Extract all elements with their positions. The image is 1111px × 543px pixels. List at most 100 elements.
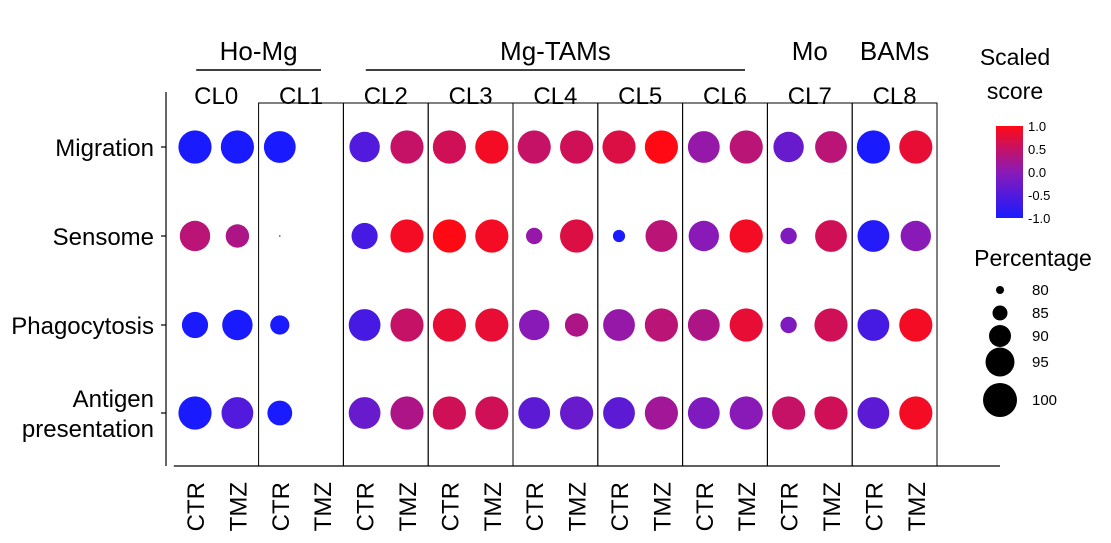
dot-mark — [899, 308, 933, 342]
condition-label: TMZ — [819, 482, 846, 531]
dot-mark — [390, 130, 424, 164]
size-legend-dot — [996, 286, 1004, 294]
dot-mark — [348, 397, 381, 429]
row-label: Migration — [55, 135, 154, 162]
size-legend-dot — [992, 305, 1008, 321]
dot-mark — [899, 396, 933, 430]
size-legend-label: 100 — [1032, 392, 1057, 409]
dot-mark — [225, 224, 250, 248]
dot-mark — [348, 309, 381, 341]
dot-mark — [475, 308, 509, 342]
condition-label: CTR — [268, 482, 295, 531]
condition-label: TMZ — [565, 482, 592, 531]
legend: Scaled score 1.0 0.5 0.0 -0.5 -1.0 Percentage 80… — [974, 44, 1092, 417]
dot-mark — [857, 309, 890, 341]
dot-mark — [518, 397, 551, 429]
dot-mark — [564, 313, 589, 337]
dot-mark — [729, 219, 763, 253]
dot-mark — [603, 309, 635, 341]
dot-mark — [772, 396, 806, 430]
dot-mark — [390, 308, 424, 342]
dot-mark — [688, 220, 719, 252]
dot-mark — [814, 396, 848, 430]
dot-mark — [517, 130, 551, 164]
cluster-label: CL0 — [194, 83, 238, 110]
condition-label: CTR — [183, 482, 210, 531]
size-legend-dot — [983, 383, 1017, 417]
dot-mark — [390, 396, 424, 430]
dot-mark — [560, 396, 594, 430]
dot-mark — [475, 130, 509, 164]
dot-mark — [815, 131, 847, 163]
dot-mark — [178, 396, 212, 430]
dot-mark — [780, 227, 797, 245]
dot-mark — [602, 130, 636, 164]
size-legend-label: 80 — [1032, 282, 1049, 299]
cluster-label: CL2 — [364, 83, 408, 110]
dot-mark — [390, 219, 424, 253]
dot-mark — [815, 220, 847, 252]
cluster-labels: CL0 CL1 CL2 CL3 CL4 CL5 CL6 CL7 CL8 — [194, 83, 916, 110]
color-legend-title: score — [987, 78, 1043, 104]
dot-mark — [432, 130, 466, 164]
dot-mark — [687, 309, 720, 341]
cluster-label: CL8 — [873, 83, 917, 110]
condition-label: TMZ — [734, 482, 761, 531]
condition-label: CTR — [522, 482, 549, 531]
dot-mark — [560, 130, 594, 164]
dot-mark — [179, 220, 211, 252]
dot-mark — [178, 130, 212, 164]
plot-frame — [161, 92, 1000, 467]
dot-mark — [644, 396, 679, 430]
size-legend-dot — [985, 347, 1015, 377]
dot-mark — [644, 130, 679, 164]
group-header-label: Mg-TAMs — [500, 36, 611, 66]
size-legend-label: 90 — [1032, 328, 1049, 345]
cluster-label: CL6 — [703, 83, 747, 110]
color-legend-tick: -1.0 — [1028, 211, 1050, 226]
group-header-label: Mo — [792, 36, 828, 66]
dot-mark — [645, 220, 678, 252]
row-label: presentation — [22, 416, 154, 443]
color-legend-title: Scaled — [980, 44, 1050, 70]
dot-mark — [780, 316, 797, 334]
condition-label: CTR — [777, 482, 804, 531]
condition-label: CTR — [437, 482, 464, 531]
dot-mark — [270, 315, 290, 335]
dot-mark — [857, 220, 890, 252]
row-label: Sensome — [53, 224, 154, 251]
cluster-label: CL7 — [788, 83, 832, 110]
dot-mark — [603, 397, 635, 429]
dot-mark — [612, 229, 626, 243]
condition-label: TMZ — [480, 482, 507, 531]
dot-mark — [856, 130, 891, 164]
cluster-label: CL3 — [449, 83, 493, 110]
color-legend-bar — [996, 126, 1023, 218]
dot-mark — [181, 311, 209, 339]
cluster-label: CL1 — [279, 83, 323, 110]
color-legend-tick: -0.5 — [1028, 188, 1050, 203]
dot-mark — [279, 235, 281, 237]
dot-mark — [475, 396, 509, 430]
cluster-panel — [851, 102, 938, 467]
color-legend-tick: 0.0 — [1028, 165, 1046, 180]
dot-marks — [178, 130, 933, 430]
row-label: Phagocytosis — [11, 313, 154, 340]
dot-mark — [729, 308, 763, 342]
condition-label: TMZ — [649, 482, 676, 531]
condition-label: CTR — [607, 482, 634, 531]
row-labels: Migration Sensome Phagocytosis Antigen prese… — [11, 135, 154, 443]
dot-mark — [432, 308, 466, 342]
condition-label: TMZ — [225, 482, 252, 531]
dot-mark — [351, 222, 378, 250]
condition-label: TMZ — [904, 482, 931, 531]
dot-mark — [432, 396, 466, 430]
group-header-label: BAMs — [860, 36, 929, 66]
dot-mark — [221, 397, 254, 429]
dot-mark — [729, 396, 763, 430]
dot-mark — [729, 130, 763, 164]
dot-mark — [644, 308, 679, 342]
condition-label: TMZ — [310, 482, 337, 531]
group-headers: Ho-Mg Mg-TAMs Mo BAMs — [196, 36, 929, 71]
